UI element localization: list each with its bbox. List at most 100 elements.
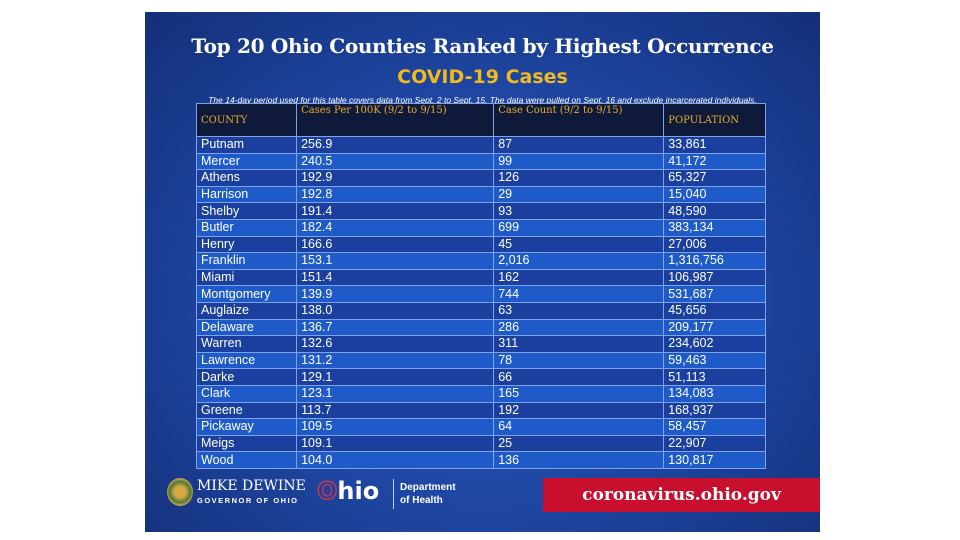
cell-county: Delaware xyxy=(195,318,298,337)
cell-case-count: 64 xyxy=(493,418,665,436)
cell-population: 22,907 xyxy=(663,434,766,453)
cell-population: 168,937 xyxy=(663,401,766,420)
cell-population: 106,987 xyxy=(663,268,766,287)
cell-county: Shelby xyxy=(195,202,298,220)
table-row: Darke 129.1 66 51,113 xyxy=(195,368,766,386)
cell-county: Franklin xyxy=(195,252,298,270)
table-row: Athens 192.9 126 65,327 xyxy=(195,169,766,187)
cell-county: Wood xyxy=(195,451,298,469)
table-row: Miami 151.4 162 106,987 xyxy=(195,268,766,287)
cell-cases-per-100k: 192.9 xyxy=(296,169,495,187)
cell-cases-per-100k: 153.1 xyxy=(296,252,495,270)
cell-case-count: 45 xyxy=(493,235,665,254)
cell-cases-per-100k: 192.8 xyxy=(296,185,495,204)
cell-cases-per-100k: 113.7 xyxy=(296,401,495,420)
cell-population: 15,040 xyxy=(663,185,766,204)
cell-cases-per-100k: 104.0 xyxy=(296,451,495,469)
cell-population: 45,656 xyxy=(663,301,766,320)
cell-population: 48,590 xyxy=(663,202,766,220)
cell-population: 51,113 xyxy=(663,368,766,386)
cell-population: 209,177 xyxy=(663,318,766,337)
cell-case-count: 78 xyxy=(493,351,665,370)
header-population: POPULATION xyxy=(663,103,766,137)
cell-county: Harrison xyxy=(195,185,298,204)
cell-county: Athens xyxy=(195,169,298,187)
cell-population: 531,687 xyxy=(663,285,766,303)
cell-population: 58,457 xyxy=(663,418,766,436)
department-of-health: Department of Health xyxy=(400,481,456,507)
cell-population: 130,817 xyxy=(663,451,766,469)
cell-county: Greene xyxy=(195,401,298,420)
cell-county: Miami xyxy=(195,268,298,287)
cell-county: Meigs xyxy=(195,434,298,453)
cell-population: 1,316,756 xyxy=(663,252,766,270)
cell-county: Clark xyxy=(195,384,298,403)
header-cases-per-100k: Cases Per 100K (9/2 to 9/15) xyxy=(296,103,495,137)
cell-case-count: 87 xyxy=(493,136,665,154)
ohio-logo: Ohio xyxy=(316,476,380,506)
cell-case-count: 2,016 xyxy=(493,252,665,270)
cell-cases-per-100k: 151.4 xyxy=(296,268,495,287)
table-header-row: COUNTY Cases Per 100K (9/2 to 9/15) Case C… xyxy=(195,103,766,137)
table-row: Auglaize 138.0 63 45,656 xyxy=(195,301,766,320)
cell-population: 33,861 xyxy=(663,136,766,154)
table-row: Wood 104.0 136 130,817 xyxy=(195,451,766,469)
cell-case-count: 93 xyxy=(493,202,665,220)
cell-case-count: 66 xyxy=(493,368,665,386)
cell-cases-per-100k: 123.1 xyxy=(296,384,495,403)
cell-population: 65,327 xyxy=(663,169,766,187)
cell-cases-per-100k: 191.4 xyxy=(296,202,495,220)
cell-county: Pickaway xyxy=(195,418,298,436)
table-row: Montgomery 139.9 744 531,687 xyxy=(195,285,766,303)
table-row: Pickaway 109.5 64 58,457 xyxy=(195,418,766,436)
footer: MIKE DEWINE GOVERNOR OF OHIO Ohio Depart… xyxy=(145,474,820,514)
cell-case-count: 162 xyxy=(493,268,665,287)
cell-population: 59,463 xyxy=(663,351,766,370)
cell-case-count: 126 xyxy=(493,169,665,187)
cell-case-count: 136 xyxy=(493,451,665,469)
cell-cases-per-100k: 129.1 xyxy=(296,368,495,386)
cell-county: Henry xyxy=(195,235,298,254)
ohio-seal-icon xyxy=(167,478,193,506)
table-row: Henry 166.6 45 27,006 xyxy=(195,235,766,254)
table-row: Mercer 240.5 99 41,172 xyxy=(195,152,766,171)
table-row: Greene 113.7 192 168,937 xyxy=(195,401,766,420)
county-table: COUNTY Cases Per 100K (9/2 to 9/15) Case C… xyxy=(195,103,766,469)
cell-cases-per-100k: 240.5 xyxy=(296,152,495,171)
table-row: Shelby 191.4 93 48,590 xyxy=(195,202,766,220)
cell-county: Mercer xyxy=(195,152,298,171)
governor-title: GOVERNOR OF OHIO xyxy=(197,496,299,505)
cell-cases-per-100k: 109.5 xyxy=(296,418,495,436)
cell-population: 41,172 xyxy=(663,152,766,171)
cell-cases-per-100k: 256.9 xyxy=(296,136,495,154)
header-county: COUNTY xyxy=(195,103,298,137)
cell-case-count: 286 xyxy=(493,318,665,337)
cell-population: 234,602 xyxy=(663,335,766,353)
cell-cases-per-100k: 166.6 xyxy=(296,235,495,254)
table-row: Clark 123.1 165 134,083 xyxy=(195,384,766,403)
cell-case-count: 29 xyxy=(493,185,665,204)
cell-case-count: 744 xyxy=(493,285,665,303)
cell-cases-per-100k: 109.1 xyxy=(296,434,495,453)
cell-case-count: 165 xyxy=(493,384,665,403)
table-row: Meigs 109.1 25 22,907 xyxy=(195,434,766,453)
governor-name: MIKE DEWINE xyxy=(197,478,306,494)
cell-case-count: 192 xyxy=(493,401,665,420)
data-note: The 14-day period used for this table co… xyxy=(208,95,757,105)
cell-county: Putnam xyxy=(195,136,298,154)
cell-case-count: 25 xyxy=(493,434,665,453)
page-title: Top 20 Ohio Counties Ranked by Highest O… xyxy=(191,34,774,58)
website-url[interactable]: coronavirus.ohio.gov xyxy=(543,478,820,512)
cell-case-count: 63 xyxy=(493,301,665,320)
cell-county: Montgomery xyxy=(195,285,298,303)
cell-population: 383,134 xyxy=(663,218,766,237)
table-row: Harrison 192.8 29 15,040 xyxy=(195,185,766,204)
cell-cases-per-100k: 136.7 xyxy=(296,318,495,337)
cell-county: Auglaize xyxy=(195,301,298,320)
logo-divider xyxy=(393,479,394,509)
table-row: Warren 132.6 311 234,602 xyxy=(195,335,766,353)
cell-cases-per-100k: 139.9 xyxy=(296,285,495,303)
table-row: Lawrence 131.2 78 59,463 xyxy=(195,351,766,370)
cell-cases-per-100k: 182.4 xyxy=(296,218,495,237)
cell-county: Darke xyxy=(195,368,298,386)
